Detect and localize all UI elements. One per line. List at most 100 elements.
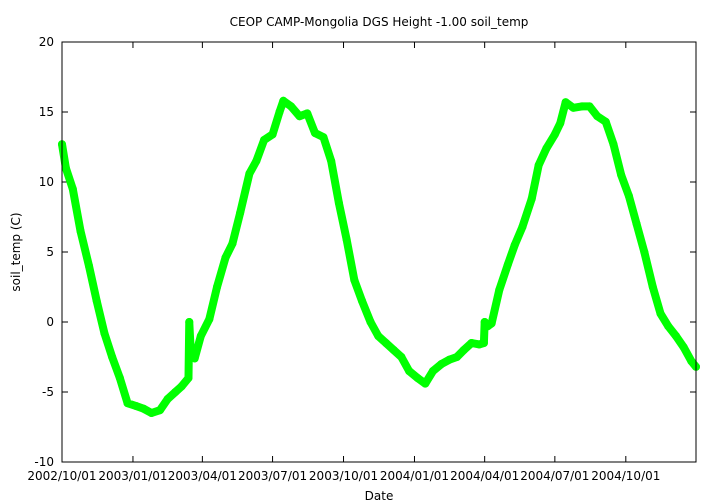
data-point bbox=[405, 367, 414, 375]
data-point bbox=[139, 404, 148, 413]
data-point bbox=[186, 348, 195, 357]
data-point bbox=[452, 353, 461, 361]
data-point bbox=[503, 260, 512, 269]
x-tick-label: 2003/01/01 bbox=[98, 469, 167, 483]
data-point bbox=[617, 171, 626, 179]
data-point bbox=[108, 353, 117, 361]
data-point bbox=[640, 248, 649, 256]
data-point bbox=[495, 285, 504, 294]
data-point bbox=[171, 388, 180, 396]
data-point bbox=[123, 399, 132, 408]
data-point bbox=[445, 355, 454, 364]
chart-title: CEOP CAMP-Mongolia DGS Height -1.00 soil… bbox=[230, 15, 529, 29]
data-point bbox=[275, 108, 284, 116]
data-point bbox=[609, 140, 618, 149]
y-axis-label: soil_temp (C) bbox=[9, 212, 23, 291]
data-point bbox=[556, 119, 565, 128]
x-axis-label: Date bbox=[365, 489, 394, 503]
x-tick-label: 2004/01/01 bbox=[380, 469, 449, 483]
data-point bbox=[664, 322, 673, 331]
data-point bbox=[252, 157, 261, 165]
x-tick-label: 2004/07/01 bbox=[520, 469, 589, 483]
x-tick-label: 2003/04/01 bbox=[168, 469, 237, 483]
data-point bbox=[518, 222, 527, 231]
data-point bbox=[68, 185, 77, 193]
data-point bbox=[85, 262, 93, 270]
x-tick-label: 2003/10/01 bbox=[309, 469, 378, 483]
data-point bbox=[92, 297, 101, 305]
data-point bbox=[295, 112, 304, 121]
data-point bbox=[671, 332, 680, 340]
data-point bbox=[213, 283, 222, 291]
y-tick-label: 5 bbox=[46, 245, 54, 259]
data-point bbox=[550, 130, 559, 139]
y-tick-labels: -10 -5 0 5 10 15 20 bbox=[34, 35, 54, 469]
data-point bbox=[327, 157, 336, 165]
x-tick-label: 2002/10/01 bbox=[27, 469, 96, 483]
data-point bbox=[397, 353, 406, 361]
data-point bbox=[624, 192, 633, 200]
data-point bbox=[569, 103, 578, 112]
data-point bbox=[467, 339, 476, 347]
data-point bbox=[184, 374, 193, 382]
data-point bbox=[163, 395, 172, 403]
x-tick-label: 2004/10/01 bbox=[591, 469, 660, 483]
data-point bbox=[260, 136, 269, 144]
data-point bbox=[61, 164, 70, 172]
data-point bbox=[185, 318, 194, 326]
data-point bbox=[593, 112, 602, 121]
data-point bbox=[656, 309, 665, 318]
data-point bbox=[632, 220, 641, 228]
data-point bbox=[374, 332, 383, 340]
series-layer bbox=[58, 96, 700, 417]
data-point bbox=[279, 96, 288, 105]
x-tick-label: 2003/07/01 bbox=[238, 469, 307, 483]
data-point bbox=[155, 406, 164, 415]
data-point bbox=[648, 283, 657, 291]
data-point bbox=[245, 169, 254, 178]
data-point bbox=[358, 297, 367, 305]
data-point bbox=[479, 339, 488, 347]
data-point bbox=[319, 133, 328, 142]
y-tick-label: 10 bbox=[39, 175, 54, 189]
tick-marks bbox=[61, 41, 696, 463]
data-point bbox=[228, 239, 237, 248]
data-point bbox=[527, 194, 536, 203]
data-point bbox=[428, 367, 437, 375]
data-point bbox=[534, 161, 543, 170]
x-tick-label: 2004/04/01 bbox=[450, 469, 519, 483]
data-point bbox=[132, 402, 141, 410]
data-point bbox=[585, 102, 594, 111]
data-point bbox=[389, 346, 398, 354]
data-point bbox=[303, 109, 312, 118]
data-point bbox=[115, 374, 124, 382]
plot-frame bbox=[61, 41, 697, 463]
data-point bbox=[310, 129, 319, 137]
y-tick-label: 15 bbox=[39, 105, 54, 119]
data-point bbox=[381, 339, 390, 347]
data-point bbox=[147, 409, 156, 417]
data-point bbox=[487, 319, 496, 328]
data-point bbox=[205, 315, 214, 324]
x-tick-labels: 2002/10/01 2003/01/01 2003/04/01 2003/07/01… bbox=[27, 469, 660, 483]
data-point bbox=[413, 374, 422, 382]
y-tick-label: -5 bbox=[42, 385, 54, 399]
y-tick-label: 20 bbox=[39, 35, 54, 49]
data-point bbox=[437, 360, 446, 368]
data-point bbox=[236, 208, 245, 217]
data-point bbox=[190, 354, 199, 363]
series-line-soil_temp bbox=[58, 96, 700, 417]
data-point bbox=[366, 318, 375, 326]
data-point bbox=[510, 241, 519, 249]
data-point bbox=[76, 227, 85, 235]
data-point bbox=[334, 199, 343, 207]
data-point bbox=[421, 379, 430, 388]
data-point bbox=[679, 343, 688, 352]
data-point bbox=[287, 102, 296, 111]
data-point bbox=[561, 98, 570, 107]
data-point bbox=[350, 276, 359, 284]
data-point bbox=[268, 130, 277, 139]
data-point bbox=[196, 332, 205, 340]
data-point bbox=[177, 382, 186, 391]
